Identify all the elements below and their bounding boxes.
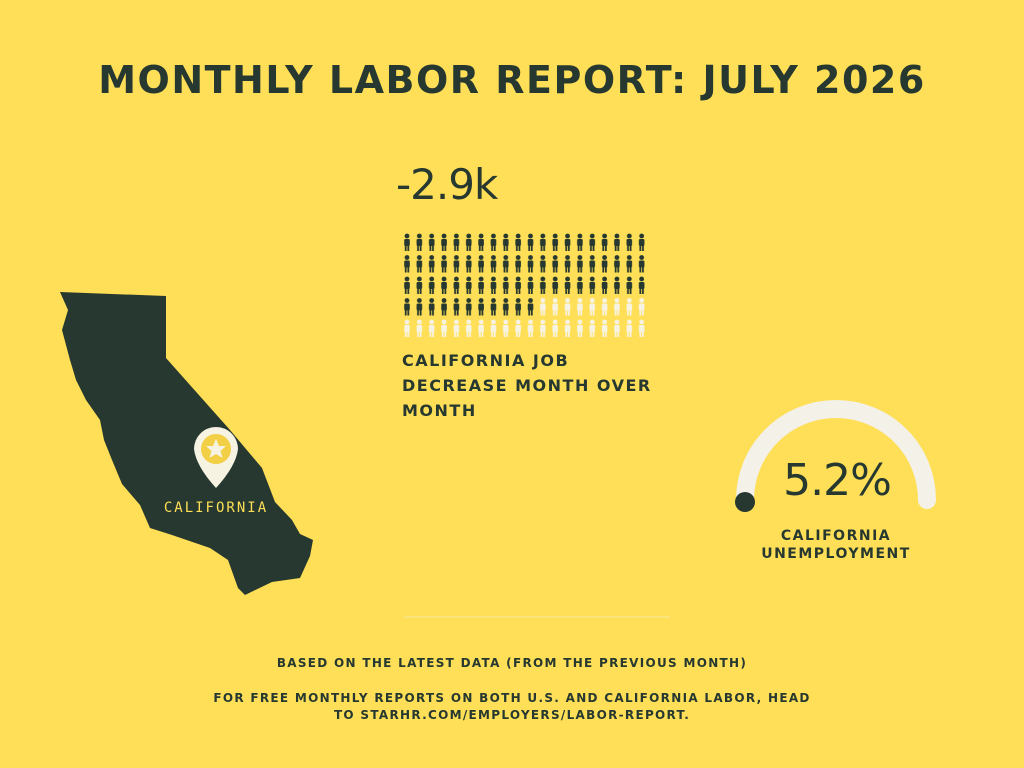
unemployment-value: 5.2% — [783, 455, 892, 506]
footer-note: BASED ON THE LATEST DATA (FROM THE PREVI… — [276, 656, 748, 670]
unemployment-label: CALIFORNIA UNEMPLOYMENT — [761, 528, 911, 562]
gauge-dot — [735, 492, 755, 512]
california-map — [60, 292, 313, 595]
gauge-arc — [736, 400, 936, 509]
footer-cta: FOR FREE MONTHLY REPORTS ON BOTH U.S. AN… — [213, 691, 811, 722]
jobs-label: CALIFORNIA JOB DECREASE MONTH OVER MONTH — [402, 351, 652, 420]
jobs-value: -2.9k — [396, 160, 498, 209]
people-pictogram — [401, 233, 648, 341]
title: MONTHLY LABOR REPORT: JULY 2026 — [98, 58, 926, 102]
map-pin — [194, 427, 238, 488]
map-label: CALIFORNIA — [164, 500, 268, 516]
